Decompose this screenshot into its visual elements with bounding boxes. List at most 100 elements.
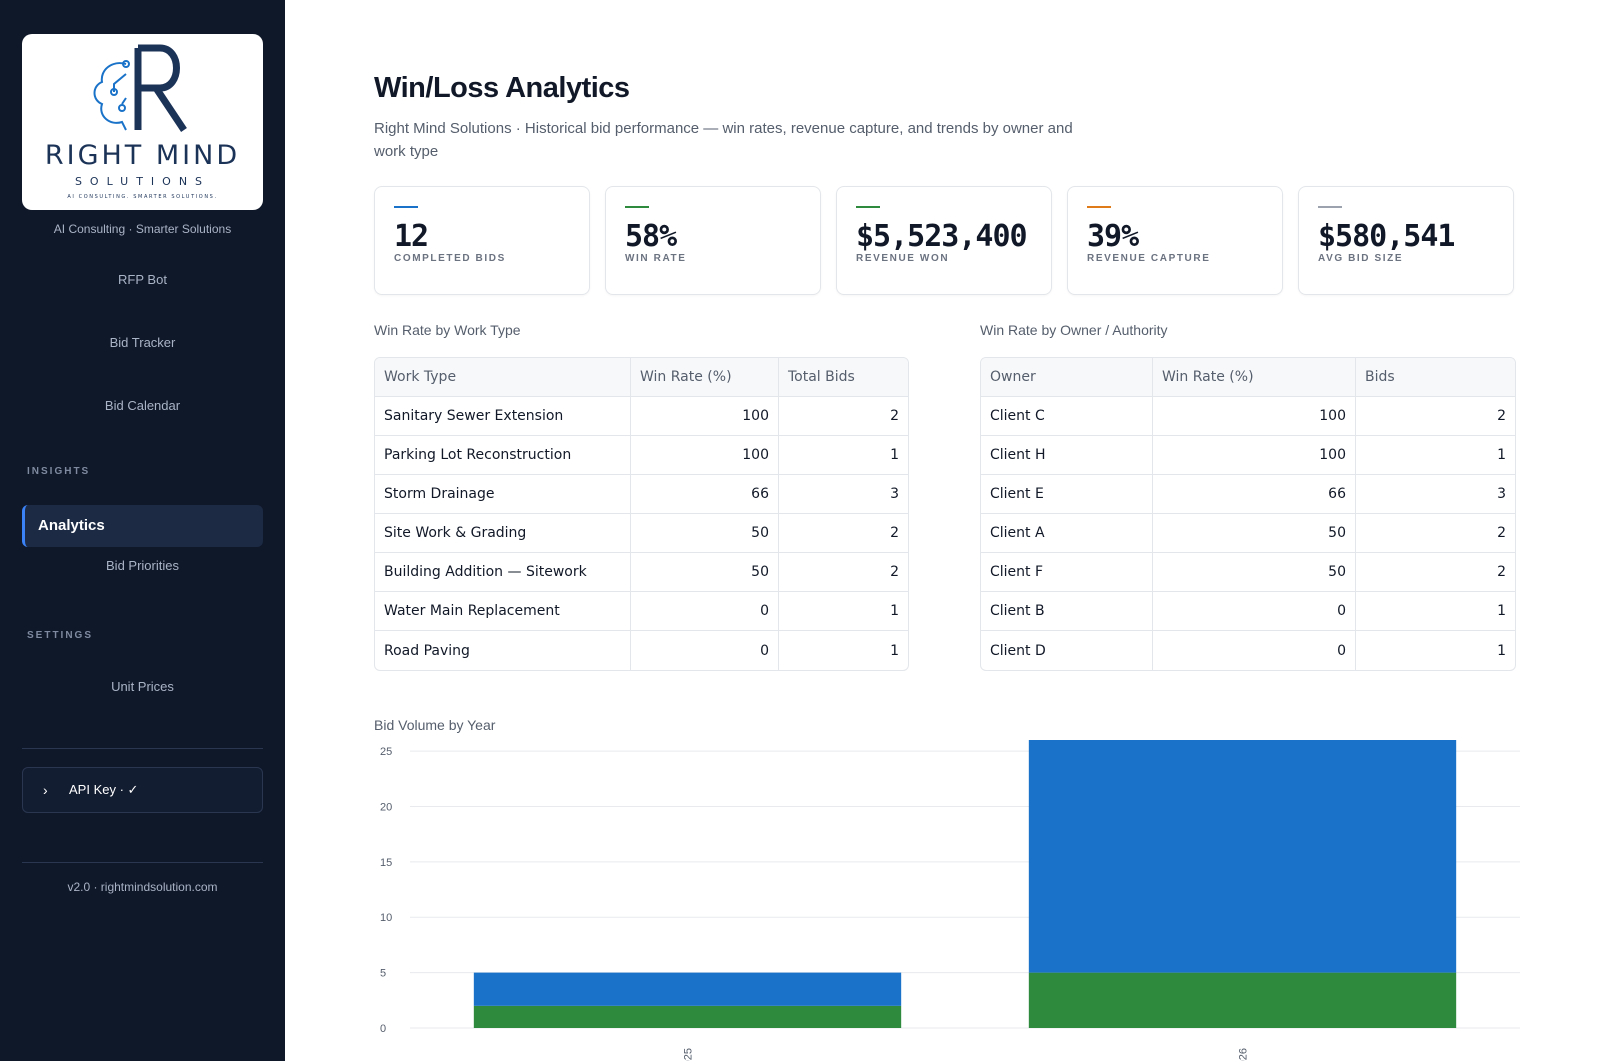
table-row: Client H 100 1 bbox=[981, 436, 1515, 475]
bar-segment bbox=[473, 972, 902, 1006]
sidebar-tagline: AI Consulting · Smarter Solutions bbox=[53, 222, 232, 236]
table-cell: 1 bbox=[779, 592, 908, 631]
table-cell: 2 bbox=[779, 397, 908, 436]
y-tick-label: 0 bbox=[380, 1023, 386, 1035]
table-cell: 66 bbox=[1153, 475, 1356, 514]
table-cell: Storm Drainage bbox=[375, 475, 631, 514]
kpi-value: 58% bbox=[625, 219, 677, 254]
y-tick-label: 20 bbox=[380, 801, 392, 813]
table-cell: Client C bbox=[981, 397, 1153, 436]
table-cell: 66 bbox=[631, 475, 779, 514]
kpi-accent bbox=[1318, 206, 1342, 208]
table-row: Water Main Replacement 0 1 bbox=[375, 592, 908, 631]
table-cell: Client D bbox=[981, 631, 1153, 670]
page-subtitle: Right Mind Solutions · Historical bid pe… bbox=[374, 120, 1073, 160]
table-cell: Client A bbox=[981, 514, 1153, 553]
table-row: Parking Lot Reconstruction 100 1 bbox=[375, 436, 908, 475]
table-cell: 2 bbox=[779, 553, 908, 592]
table-row: Road Paving 0 1 bbox=[375, 631, 908, 670]
section-label-settings: SETTINGS bbox=[27, 630, 94, 641]
table-row: Storm Drainage 66 3 bbox=[375, 475, 908, 514]
kpi-accent bbox=[394, 206, 418, 208]
table-cell: 100 bbox=[1153, 397, 1356, 436]
page-title: Win/Loss Analytics bbox=[374, 72, 630, 104]
x-tick-label: 2026 bbox=[1238, 1048, 1250, 1061]
y-tick-label: 5 bbox=[380, 968, 386, 980]
sidebar-divider bbox=[22, 862, 263, 863]
bar-segment bbox=[473, 1005, 902, 1028]
table-row: Client E 66 3 bbox=[981, 475, 1515, 514]
table-cell: 3 bbox=[779, 475, 908, 514]
sidebar: RIGHT MIND SOLUTIONS AI CONSULTING. SMAR… bbox=[0, 0, 285, 1061]
kpi-label: REVENUE CAPTURE bbox=[1087, 253, 1211, 264]
brand-tagline: AI CONSULTING. SMARTER SOLUTIONS. bbox=[67, 194, 218, 200]
kpi-accent bbox=[856, 206, 880, 208]
kpi-accent bbox=[1087, 206, 1111, 208]
table-cell: 1 bbox=[1356, 436, 1515, 475]
table-cell: 100 bbox=[631, 436, 779, 475]
table-row: Sanitary Sewer Extension 100 2 bbox=[375, 397, 908, 436]
kpi-label: REVENUE WON bbox=[856, 253, 950, 264]
table-cell: 2 bbox=[779, 514, 908, 553]
y-tick-label: 25 bbox=[380, 746, 392, 758]
section-label-insights: INSIGHTS bbox=[27, 466, 91, 477]
kpi-label: WIN RATE bbox=[625, 253, 687, 264]
table-cell: Client B bbox=[981, 592, 1153, 631]
table-cell: Water Main Replacement bbox=[375, 592, 631, 631]
column-header[interactable]: Bids bbox=[1356, 358, 1515, 397]
table-cell: 2 bbox=[1356, 514, 1515, 553]
bar-segment bbox=[1028, 740, 1457, 973]
nav-item-bid-tracker[interactable]: Bid Tracker bbox=[109, 335, 176, 350]
kpi-value: 12 bbox=[394, 219, 429, 254]
kpi-label: COMPLETED BIDS bbox=[394, 253, 506, 264]
owner-table: Owner Win Rate (%) Bids Client C 100 2 Clie… bbox=[980, 357, 1516, 671]
table-cell: 50 bbox=[1153, 553, 1356, 592]
brand-logo[interactable]: RIGHT MIND SOLUTIONS AI CONSULTING. SMAR… bbox=[22, 34, 263, 210]
work-type-table: Work Type Win Rate (%) Total Bids Sanita… bbox=[374, 357, 909, 671]
table-cell: Client E bbox=[981, 475, 1153, 514]
owner-title: Win Rate by Owner / Authority bbox=[980, 322, 1168, 338]
table-cell: 1 bbox=[1356, 592, 1515, 631]
kpi-value: 39% bbox=[1087, 219, 1139, 254]
column-header[interactable]: Win Rate (%) bbox=[1153, 358, 1356, 397]
table-cell: Road Paving bbox=[375, 631, 631, 670]
nav-item-bid-calendar[interactable]: Bid Calendar bbox=[104, 398, 181, 413]
nav-item-rfp-bot[interactable]: RFP Bot bbox=[118, 272, 167, 287]
work-type-title: Win Rate by Work Type bbox=[374, 322, 521, 338]
y-tick-label: 15 bbox=[380, 857, 392, 869]
table-cell: 0 bbox=[1153, 631, 1356, 670]
column-header[interactable]: Total Bids bbox=[779, 358, 908, 397]
nav-item-bid-priorities[interactable]: Bid Priorities bbox=[106, 558, 179, 573]
table-cell: 1 bbox=[1497, 642, 1506, 659]
table-row: Client F 50 2 bbox=[981, 553, 1515, 592]
brand-name: RIGHT MIND bbox=[44, 140, 241, 171]
kpi-label: AVG BID SIZE bbox=[1318, 253, 1404, 264]
column-header[interactable]: Owner bbox=[981, 358, 1153, 397]
column-header[interactable]: Work Type bbox=[375, 358, 631, 397]
sidebar-divider bbox=[22, 748, 263, 749]
kpi-revenue-capture: 39% REVENUE CAPTURE bbox=[1067, 186, 1283, 295]
table-row: Building Addition — Sitework 50 2 bbox=[375, 553, 908, 592]
table-cell: 50 bbox=[1153, 514, 1356, 553]
chart-title: Bid Volume by Year bbox=[374, 717, 496, 733]
nav-item-unit-prices[interactable]: Unit Prices bbox=[111, 679, 174, 694]
table-cell: 100 bbox=[631, 397, 779, 436]
table-cell: Building Addition — Sitework bbox=[375, 553, 631, 592]
table-cell: 100 bbox=[1153, 436, 1356, 475]
table-cell: 1 bbox=[779, 436, 908, 475]
table-cell: Client F bbox=[981, 553, 1153, 592]
table-cell: 2 bbox=[1356, 397, 1515, 436]
kpi-value: $580,541 bbox=[1318, 219, 1455, 254]
column-header[interactable]: Win Rate (%) bbox=[631, 358, 779, 397]
nav-item-analytics[interactable]: Analytics bbox=[22, 505, 263, 547]
table-cell: Sanitary Sewer Extension bbox=[375, 397, 631, 436]
api-key-toggle[interactable]: › API Key · ✓ bbox=[22, 767, 263, 813]
x-tick-label: 2025 bbox=[683, 1048, 695, 1061]
table-cell: 50 bbox=[631, 514, 779, 553]
version-text: v2.0 · rightmindsolution.com bbox=[67, 880, 218, 894]
kpi-accent bbox=[625, 206, 649, 208]
brain-logo-icon bbox=[93, 44, 187, 132]
